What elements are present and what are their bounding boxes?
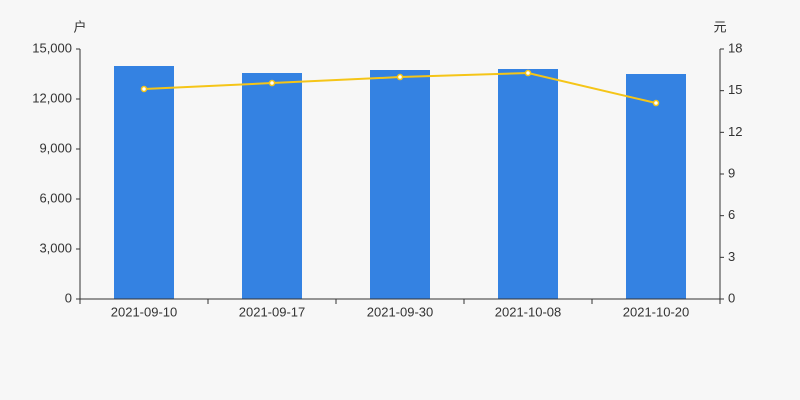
y2-tick-label: 6 — [728, 207, 735, 222]
x-tick-label: 2021-10-08 — [495, 304, 562, 319]
y-tick-label: 12,000 — [32, 90, 72, 105]
line-point — [140, 85, 148, 93]
bar — [242, 73, 302, 299]
x-tick-label: 2021-10-20 — [623, 304, 690, 319]
bar — [626, 74, 686, 299]
x-tick-label: 2021-09-30 — [367, 304, 434, 319]
bar — [498, 69, 558, 299]
y-tick-label: 0 — [65, 290, 72, 305]
y-axis-title: 户 — [73, 19, 86, 34]
x-tick-label: 2021-09-10 — [111, 304, 178, 319]
line-point — [524, 69, 532, 77]
y2-axis-title: 元 — [713, 19, 726, 34]
y2-tick-label: 9 — [728, 165, 735, 180]
y2-tick-label: 12 — [728, 124, 742, 139]
line-point — [652, 99, 660, 107]
x-tick-label: 2021-09-17 — [239, 304, 306, 319]
y2-tick-label: 0 — [728, 290, 735, 305]
y-tick-label: 15,000 — [32, 40, 72, 55]
y-tick-label: 3,000 — [39, 240, 72, 255]
y-tick-label: 9,000 — [39, 140, 72, 155]
bar — [370, 70, 430, 299]
y2-tick-label: 3 — [728, 249, 735, 264]
y2-tick-label: 15 — [728, 82, 742, 97]
line-point — [268, 79, 276, 87]
y-tick-label: 6,000 — [39, 190, 72, 205]
y2-tick-label: 18 — [728, 40, 742, 55]
line-point — [396, 73, 404, 81]
bar — [114, 66, 174, 299]
